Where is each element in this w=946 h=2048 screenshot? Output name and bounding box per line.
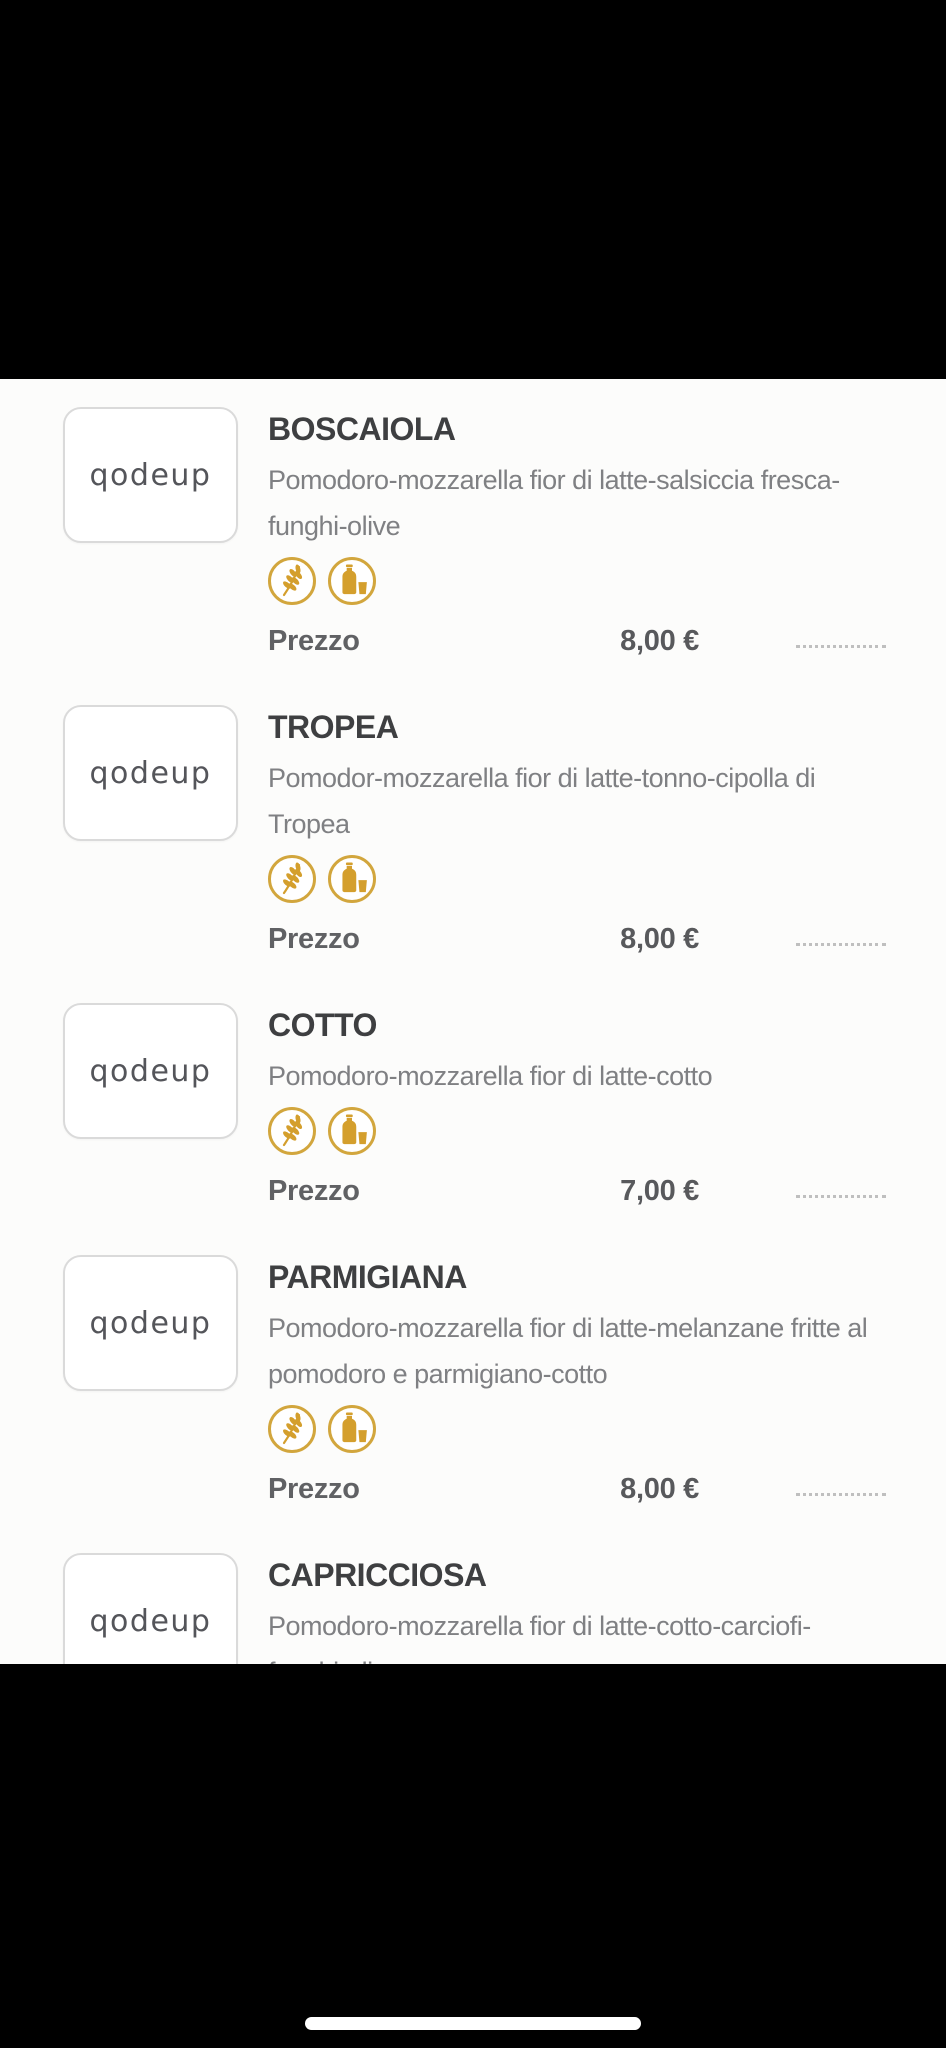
price-label: Prezzo [268,1472,360,1505]
price-label: Prezzo [268,624,360,657]
menu-item[interactable]: qodeup COTTO Pomodoro-mozzarella fior di… [63,1003,886,1211]
qodeup-logo: qodeup [89,457,212,493]
allergen-icons [268,855,886,905]
menu-item-top: qodeup PARMIGIANA Pomodoro-mozzarella fi… [63,1255,886,1455]
menu-item-top: qodeup CAPRICCIOSA Pomodoro-mozzarella f… [63,1553,886,1664]
menu-list[interactable]: qodeup BOSCAIOLA Pomodoro-mozzarella fio… [0,379,946,1664]
dotted-separator [796,1492,886,1496]
item-info: CAPRICCIOSA Pomodoro-mozzarella fior di … [268,1553,886,1664]
price-row: Prezzo 8,00 € [268,1469,886,1509]
price-row: Prezzo 8,00 € [268,919,886,959]
gluten-allergen-icon [268,1405,316,1453]
item-image-placeholder: qodeup [63,1255,238,1391]
lactose-allergen-icon [328,1405,376,1453]
price-row: Prezzo 8,00 € [268,621,886,661]
item-name: COTTO [268,1007,377,1043]
price-label: Prezzo [268,922,360,955]
price-value: 7,00 € [620,1174,699,1207]
gluten-allergen-icon [268,855,316,903]
home-indicator[interactable] [305,2017,641,2030]
dotted-separator [796,644,886,648]
dotted-separator [796,1194,886,1198]
lactose-allergen-icon [328,557,376,605]
item-info: TROPEA Pomodor-mozzarella fior di latte-… [268,705,886,905]
menu-item[interactable]: qodeup TROPEA Pomodor-mozzarella fior di… [63,705,886,959]
menu-item-top: qodeup COTTO Pomodoro-mozzarella fior di… [63,1003,886,1157]
bottom-letterbox [0,1664,946,2048]
gluten-allergen-icon [268,1107,316,1155]
item-name: BOSCAIOLA [268,411,456,447]
price-value: 8,00 € [620,922,699,955]
item-image-placeholder: qodeup [63,1553,238,1664]
item-name: PARMIGIANA [268,1259,467,1295]
item-description: Pomodoro-mozzarella fior di latte-melanz… [268,1313,868,1389]
qodeup-logo: qodeup [89,1603,212,1639]
lactose-allergen-icon [328,855,376,903]
dotted-separator [796,942,886,946]
top-letterbox [0,0,946,379]
item-description: Pomodoro-mozzarella fior di latte-cotto [268,1061,713,1091]
menu-item-top: qodeup BOSCAIOLA Pomodoro-mozzarella fio… [63,407,886,607]
item-info: COTTO Pomodoro-mozzarella fior di latte-… [268,1003,886,1157]
price-value: 8,00 € [620,624,699,657]
item-image-placeholder: qodeup [63,1003,238,1139]
item-name: TROPEA [268,709,399,745]
menu-item[interactable]: qodeup CAPRICCIOSA Pomodoro-mozzarella f… [63,1553,886,1664]
price-row: Prezzo 7,00 € [268,1171,886,1211]
menu-item[interactable]: qodeup PARMIGIANA Pomodoro-mozzarella fi… [63,1255,886,1509]
menu-item[interactable]: qodeup BOSCAIOLA Pomodoro-mozzarella fio… [63,407,886,661]
item-info: PARMIGIANA Pomodoro-mozzarella fior di l… [268,1255,886,1455]
item-description: Pomodoro-mozzarella fior di latte-salsic… [268,465,840,541]
price-label: Prezzo [268,1174,360,1207]
price-value: 8,00 € [620,1472,699,1505]
item-description: Pomodoro-mozzarella fior di latte-cotto-… [268,1611,811,1664]
item-info: BOSCAIOLA Pomodoro-mozzarella fior di la… [268,407,886,607]
item-image-placeholder: qodeup [63,407,238,543]
item-name: CAPRICCIOSA [268,1557,487,1593]
qodeup-logo: qodeup [89,1053,212,1089]
qodeup-logo: qodeup [89,1305,212,1341]
item-image-placeholder: qodeup [63,705,238,841]
allergen-icons [268,1405,886,1455]
allergen-icons [268,1107,886,1157]
allergen-icons [268,557,886,607]
item-description: Pomodor-mozzarella fior di latte-tonno-c… [268,763,816,839]
gluten-allergen-icon [268,557,316,605]
lactose-allergen-icon [328,1107,376,1155]
menu-item-top: qodeup TROPEA Pomodor-mozzarella fior di… [63,705,886,905]
qodeup-logo: qodeup [89,755,212,791]
